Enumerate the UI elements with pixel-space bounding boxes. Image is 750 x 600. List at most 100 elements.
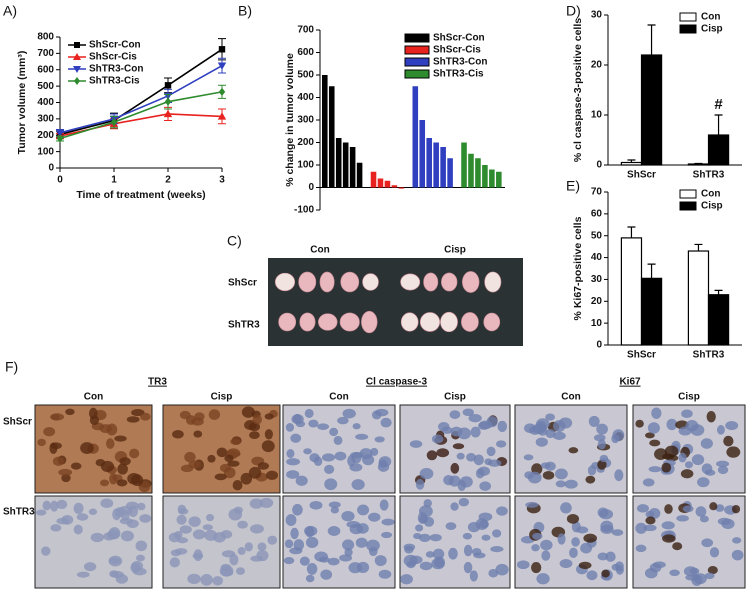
nucleus (419, 533, 431, 543)
nucleus (73, 502, 84, 514)
nucleus (531, 561, 542, 574)
nucleus (286, 458, 301, 466)
x-tick-label: ShTR3 (693, 350, 725, 361)
group-label: Ki67 (619, 377, 641, 388)
nucleus (523, 454, 534, 461)
nucleus (458, 497, 470, 507)
nucleus (588, 415, 600, 428)
bar (468, 153, 474, 188)
nucleus (571, 521, 581, 533)
nucleus (731, 549, 744, 561)
nucleus (717, 465, 729, 475)
y-tick-label: 700 (37, 48, 54, 59)
legend-label: Cisp (701, 201, 723, 212)
nucleus (599, 509, 614, 520)
bar (335, 138, 342, 188)
error-bar (627, 226, 636, 238)
y-tick-label: 800 (37, 32, 54, 43)
nucleus (305, 574, 315, 583)
nucleus (80, 442, 94, 454)
nucleus (50, 524, 62, 532)
nucleus (349, 463, 363, 472)
nucleus (645, 432, 655, 439)
nucleus (169, 557, 180, 568)
nucleus (695, 506, 707, 517)
nucleus (664, 445, 679, 457)
nucleus (379, 499, 389, 511)
nucleus (103, 532, 115, 541)
column-label: Con (329, 392, 348, 403)
y-tick-label: 200 (297, 137, 314, 148)
bar (384, 180, 391, 188)
nucleus (187, 573, 201, 584)
legend-swatch (679, 24, 697, 34)
nucleus (267, 535, 278, 545)
nucleus (423, 499, 432, 508)
nucleus (436, 448, 450, 458)
panel-label: E) (566, 178, 580, 194)
nucleus (305, 536, 319, 549)
bar (370, 171, 377, 188)
nucleus (224, 454, 234, 463)
nucleus (342, 539, 355, 551)
nucleus (707, 565, 718, 575)
nucleus (413, 533, 422, 540)
nucleus (50, 413, 60, 421)
nucleus (168, 532, 181, 543)
nucleus (611, 563, 620, 571)
nucleus (559, 559, 573, 569)
nucleus (690, 424, 705, 436)
nucleus (179, 525, 192, 534)
tumor (278, 312, 297, 332)
y-tick-label: 0 (596, 160, 602, 171)
bar (412, 86, 419, 188)
tumor (339, 312, 360, 332)
nucleus (355, 433, 369, 440)
nucleus (188, 516, 201, 527)
panel-label: D) (566, 3, 581, 19)
nucleus (200, 574, 213, 586)
bar (447, 158, 453, 188)
nucleus (536, 573, 550, 585)
nucleus (212, 576, 224, 586)
nucleus (540, 462, 551, 469)
series-line (59, 64, 223, 134)
nucleus (723, 435, 734, 447)
nucleus (65, 408, 75, 416)
bar (440, 147, 446, 188)
nucleus (566, 513, 580, 524)
y-tick-label: 20 (591, 296, 603, 307)
nucleus (61, 514, 74, 525)
nucleus (368, 512, 381, 522)
nucleus (490, 546, 504, 553)
y-tick-label: 600 (297, 47, 314, 58)
nucleus (76, 513, 89, 521)
nucleus (70, 462, 82, 470)
legend-label: Con (701, 189, 720, 200)
bar (398, 187, 405, 189)
panel-label: A) (3, 3, 17, 19)
bar (433, 142, 439, 188)
nucleus (170, 549, 182, 557)
y-tick-label: 50 (591, 230, 603, 241)
nucleus (377, 462, 390, 472)
nucleus (205, 513, 215, 522)
nucleus (293, 413, 302, 424)
nucleus (684, 461, 693, 469)
nucleus (73, 524, 83, 535)
nucleus (448, 547, 458, 560)
nucleus (114, 435, 127, 442)
bar (342, 142, 349, 188)
nucleus (635, 419, 644, 428)
nucleus (221, 550, 236, 558)
legend-swatch (679, 201, 697, 211)
error-bar (647, 263, 656, 279)
legend-label: ShTR3-Cis (89, 76, 140, 87)
nucleus (233, 506, 243, 514)
tumor (340, 271, 360, 293)
nucleus (415, 524, 424, 532)
nucleus (462, 408, 474, 417)
legend-marker (74, 77, 80, 85)
nucleus (292, 503, 303, 516)
column-label: Cisp (444, 245, 466, 256)
